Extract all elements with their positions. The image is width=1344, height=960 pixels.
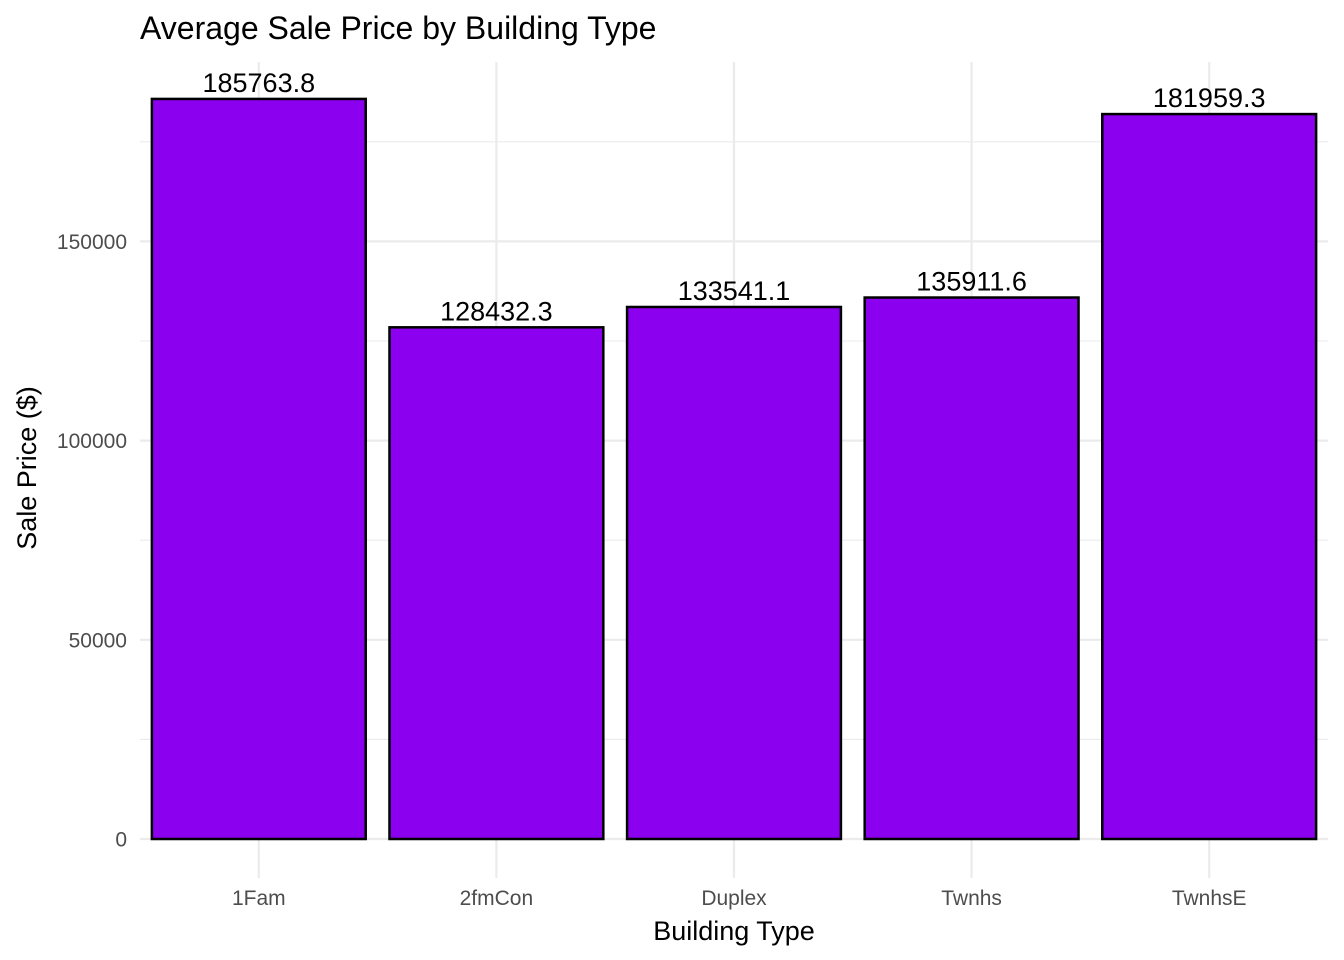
x-tick-label: 2fmCon (460, 887, 534, 910)
y-axis-title: Sale Price ($) (12, 386, 42, 550)
data-label-Duplex: 133541.1 (678, 276, 791, 306)
data-label-TwnhsE: 181959.3 (1153, 83, 1266, 113)
y-tick-label: 150000 (57, 231, 127, 254)
x-tick-label: TwnhsE (1172, 887, 1247, 910)
data-label-1Fam: 185763.8 (202, 68, 315, 98)
bar-Duplex (625, 305, 843, 841)
x-tick-label: 1Fam (232, 887, 286, 910)
y-tick-label: 100000 (57, 430, 127, 453)
data-label-2fmCon: 128432.3 (440, 296, 553, 326)
bar-TwnhsE (1101, 112, 1318, 841)
x-axis-ticks: 1Fam 2fmCon Duplex Twnhs TwnhsE (232, 887, 1247, 910)
data-label-Twnhs: 135911.6 (916, 267, 1027, 297)
bar-1Fam (150, 97, 367, 841)
bar-Twnhs (863, 296, 1080, 841)
chart-title: Average Sale Price by Building Type (140, 10, 656, 46)
x-tick-label: Twnhs (941, 887, 1002, 910)
bars (150, 97, 1318, 841)
y-tick-label: 50000 (69, 629, 127, 652)
y-tick-label: 0 (115, 829, 127, 852)
x-axis-title: Building Type (653, 916, 815, 946)
bar-2fmCon (388, 326, 605, 841)
y-axis-ticks: 0 50000 100000 150000 (57, 231, 127, 852)
data-labels: 185763.8 128432.3 133541.1 135911.6 181959.3 (202, 68, 1265, 326)
x-tick-label: Duplex (701, 887, 767, 910)
